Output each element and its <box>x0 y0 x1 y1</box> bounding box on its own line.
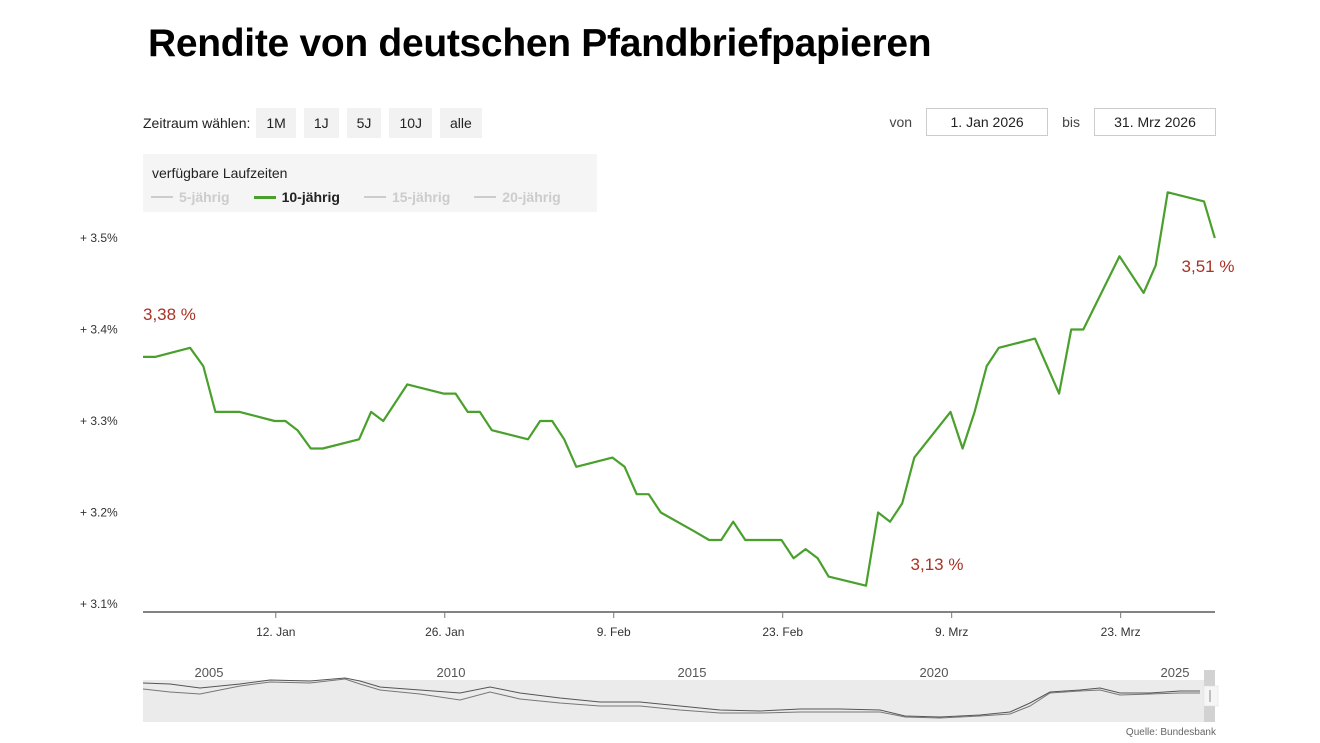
y-axis: + 3.1% + 3.2% + 3.3% + 3.4% + 3.5% <box>80 231 118 611</box>
navigator-history-line <box>142 678 1200 719</box>
range-selector-label: Zeitraum wählen: <box>143 115 251 131</box>
x-tick-label: 23. Feb <box>762 625 803 639</box>
annotation-start: 3,38 % <box>143 305 196 324</box>
y-tick-label: + 3.2% <box>80 506 118 520</box>
legend-item-label: 15-jährig <box>391 189 451 205</box>
source-credit: Quelle: Bundesbank <box>1125 727 1216 738</box>
annotation-end: 3,51 % <box>1182 257 1235 276</box>
to-label: bis <box>1062 114 1080 130</box>
legend: verfügbare Laufzeiten 5-jährig 10-jährig… <box>143 154 597 212</box>
from-label: von <box>889 114 913 130</box>
legend-item-5-jaehrig[interactable]: 5-jährig <box>151 189 230 205</box>
series-layer <box>143 191 1216 587</box>
from-date-input[interactable] <box>926 108 1049 136</box>
legend-item-label: 20-jährig <box>502 189 561 205</box>
annotation-min: 3,13 % <box>911 555 964 574</box>
navigator-handle-bottom <box>1204 706 1215 722</box>
x-tick-label: 9. Feb <box>597 625 631 639</box>
navigator-year-label: 2025 <box>1161 665 1190 680</box>
legend-item-label: 10-jährig <box>281 189 340 205</box>
y-tick-label: + 3.1% <box>80 597 118 611</box>
navigator-year-label: 2015 <box>678 665 707 680</box>
navigator-window <box>1203 685 1219 707</box>
y-tick-label: + 3.4% <box>80 323 118 337</box>
navigator[interactable]: 2005 2010 2015 2020 2025 <box>142 665 1219 722</box>
y-tick-label: + 3.5% <box>80 231 118 245</box>
navigator-history-line <box>142 677 1200 718</box>
navigator-year-label: 2010 <box>437 665 466 680</box>
series-line-10-jaehrig <box>143 191 1216 587</box>
x-tick-label: 9. Mrz <box>935 625 968 639</box>
legend-title: verfügbare Laufzeiten <box>152 165 288 181</box>
navigator-year-label: 2005 <box>195 665 224 680</box>
range-button-1m[interactable]: 1M <box>256 108 296 138</box>
page-title: Rendite von deutschen Pfandbriefpapieren <box>148 22 932 65</box>
x-axis: 12. Jan 26. Jan 9. Feb 23. Feb 9. Mrz 23. Mrz <box>143 611 1215 639</box>
range-button-alle[interactable]: alle <box>440 108 482 138</box>
legend-item-label: 5-jährig <box>179 189 230 205</box>
legend-swatch <box>253 195 276 199</box>
legend-item-15-jaehrig[interactable]: 15-jährig <box>363 189 451 205</box>
navigator-handle-top <box>1204 670 1215 686</box>
range-button-5j[interactable]: 5J <box>346 108 382 138</box>
annotation-layer: 3,38 % 3,13 % 3,51 % <box>143 257 1234 574</box>
range-button-10j[interactable]: 10J <box>389 108 433 138</box>
navigator-background <box>143 680 1205 722</box>
to-date-input[interactable] <box>1094 108 1216 136</box>
x-tick-label: 12. Jan <box>256 625 295 639</box>
y-tick-label: + 3.3% <box>80 414 118 428</box>
range-button-1j[interactable]: 1J <box>303 108 339 138</box>
range-selector: Zeitraum wählen: 1M 1J 5J 10J alle <box>143 108 490 138</box>
legend-item-20-jaehrig[interactable]: 20-jährig <box>474 189 561 205</box>
x-tick-label: 23. Mrz <box>1101 625 1141 639</box>
legend-swatch <box>363 196 386 198</box>
legend-item-10-jaehrig[interactable]: 10-jährig <box>253 189 340 205</box>
x-tick-label: 26. Jan <box>425 625 464 639</box>
date-range: von bis <box>890 108 1216 136</box>
navigator-year-label: 2020 <box>920 665 949 680</box>
legend-swatch <box>474 196 497 198</box>
legend-swatch <box>151 196 173 198</box>
